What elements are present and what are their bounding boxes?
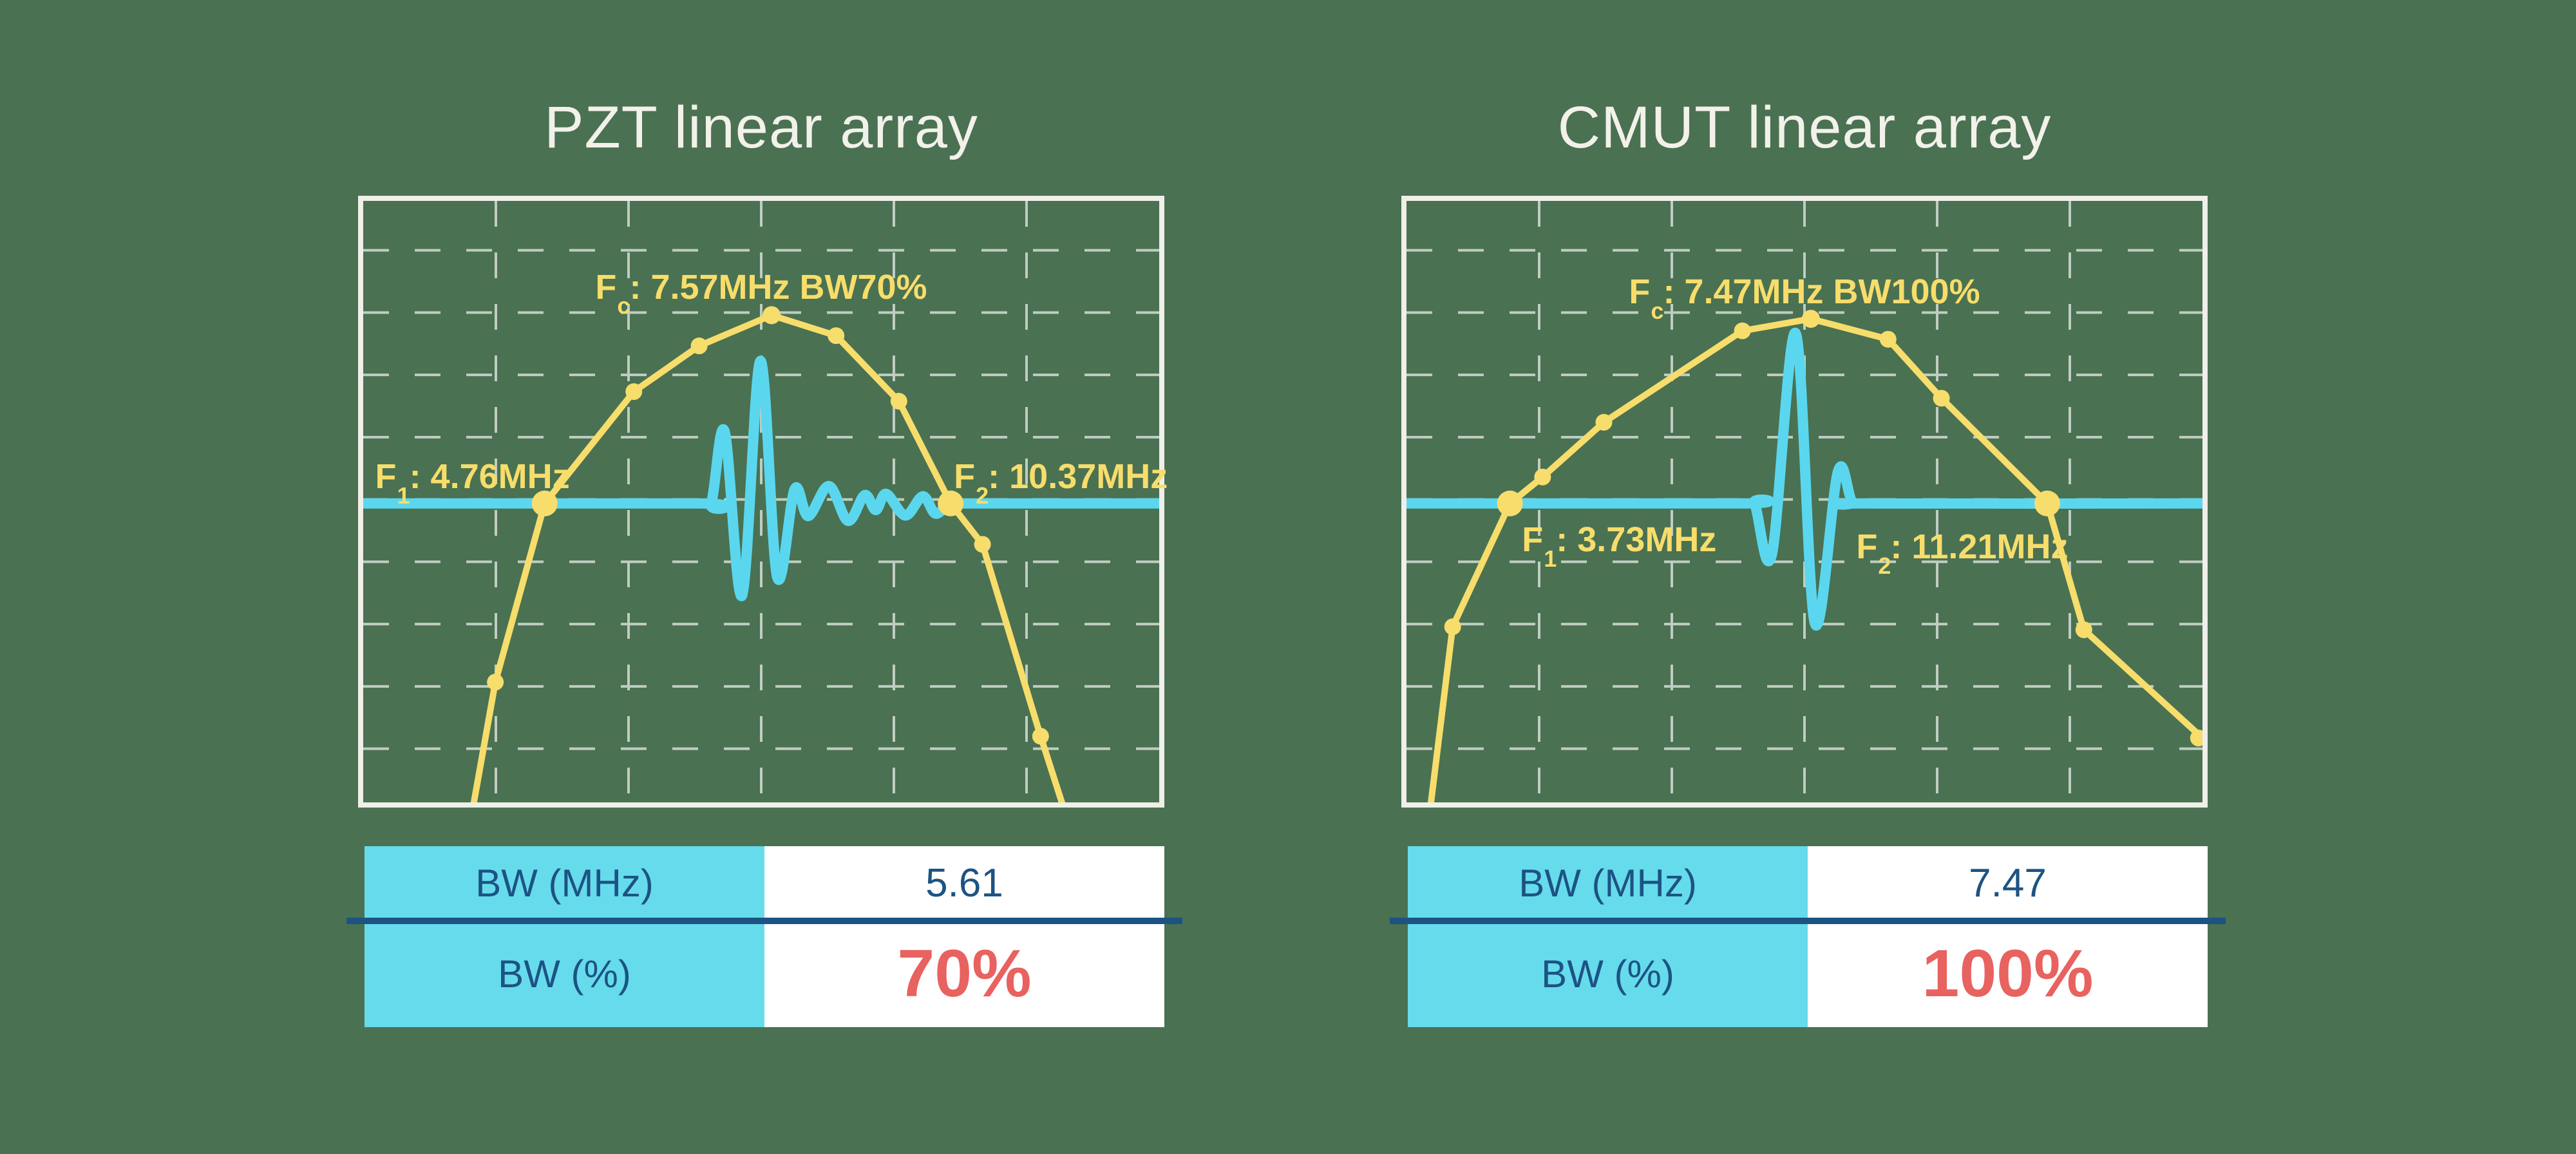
pzt-f2-annotation: F2: 10.37MHz [954, 457, 1168, 507]
curve-marker [938, 490, 964, 516]
f1-subscript: 1 [1544, 545, 1557, 572]
fc-prefix: F [1629, 272, 1651, 312]
curve-marker [1879, 330, 1897, 348]
bw-pct-label: BW (%) [498, 952, 631, 996]
pzt-bw-pct-value-cell: 70% [764, 920, 1164, 1027]
fc-subscript: c [1651, 297, 1664, 324]
pzt-bw-mhz-label-cell: BW (MHz) [365, 846, 764, 920]
f2-prefix: F [954, 457, 976, 496]
fc-value: : 7.47MHz BW100% [1663, 272, 1980, 312]
curve-marker [1801, 310, 1820, 328]
pzt-f1-annotation: F1: 4.76MHz [375, 457, 570, 507]
cmut-bw-table: BW (MHz) 7.47 BW (%) 100% [1390, 846, 2226, 1027]
f1-prefix: F [1522, 520, 1544, 559]
curve-marker [2190, 730, 2202, 747]
f1-value: : 3.73MHz [1556, 520, 1717, 559]
cmut-bw-mhz-value-cell: 7.47 [1808, 846, 2208, 920]
table-divider [1390, 918, 2226, 924]
f2-value: : 10.37MHz [988, 457, 1168, 496]
bandwidth-curve [1428, 316, 2202, 802]
cmut-f2-annotation: F2: 11.21MHz [1856, 527, 2069, 577]
table-row: BW (%) 70% [365, 920, 1164, 1027]
table-row: BW (MHz) 7.47 [1408, 846, 2208, 920]
curve-marker [1933, 390, 1950, 407]
pzt-bw-mhz-value-cell: 5.61 [764, 846, 1164, 920]
bw-mhz-value: 5.61 [925, 861, 1003, 905]
curve-marker [1032, 728, 1049, 745]
bw-mhz-label: BW (MHz) [475, 862, 654, 905]
curve-marker [1734, 322, 1751, 339]
bw-pct-label: BW (%) [1541, 952, 1674, 996]
pzt-spectrum-chart: Fc: 7.57MHz BW70% F1: 4.76MHz F2: 10.37M… [358, 196, 1168, 808]
cmut-f1-annotation: F1: 3.73MHz [1522, 520, 1717, 570]
fc-prefix: F [595, 267, 617, 307]
bw-mhz-label: BW (MHz) [1519, 862, 1697, 905]
table-divider [346, 918, 1182, 924]
bandwidth-curve [470, 312, 1066, 802]
f2-prefix: F [1856, 527, 1878, 567]
cmut-panel-title: CMUT linear array [1557, 95, 2052, 160]
curve-marker [531, 490, 558, 516]
curve-marker [762, 306, 781, 325]
f2-subscript: 2 [976, 482, 989, 509]
curve-marker [487, 674, 504, 691]
curve-marker [625, 383, 643, 401]
curve-marker [828, 327, 845, 345]
f1-prefix: F [375, 457, 397, 496]
curve-marker [690, 337, 708, 355]
cmut-bw-mhz-label-cell: BW (MHz) [1408, 846, 1808, 920]
table-row: BW (%) 100% [1408, 920, 2208, 1027]
f2-subscript: 2 [1878, 552, 1891, 579]
table-row: BW (MHz) 5.61 [365, 846, 1164, 920]
curve-marker [974, 536, 991, 553]
f1-value: : 4.76MHz [409, 457, 570, 496]
cmut-chart-plot [1406, 201, 2202, 802]
pzt-chart-plot [363, 201, 1159, 802]
cmut-bw-pct-value-cell: 100% [1808, 920, 2208, 1027]
bw-pct-value: 70% [897, 936, 1032, 1011]
cmut-spectrum-chart: Fc: 7.47MHz BW100% F1: 3.73MHz F2: 11.21… [1401, 196, 2208, 808]
f1-subscript: 1 [397, 482, 410, 509]
bw-mhz-value: 7.47 [1969, 861, 2047, 905]
curve-marker [890, 393, 907, 410]
curve-marker [2075, 621, 2092, 638]
curve-marker [1534, 468, 1551, 486]
curve-marker [1595, 413, 1613, 431]
pzt-bw-table: BW (MHz) 5.61 BW (%) 70% [346, 846, 1182, 1027]
pzt-fc-annotation: Fc: 7.57MHz BW70% [595, 267, 927, 317]
pzt-bw-pct-label-cell: BW (%) [365, 920, 764, 1027]
curve-marker [1497, 490, 1523, 516]
pzt-panel-title: PZT linear array [544, 95, 978, 160]
bw-pct-value: 100% [1922, 936, 2094, 1011]
cmut-fc-annotation: Fc: 7.47MHz BW100% [1629, 272, 1980, 322]
pulse-waveform [1406, 328, 2202, 631]
f2-value: : 11.21MHz [1890, 527, 2069, 567]
cmut-bw-pct-label-cell: BW (%) [1408, 920, 1808, 1027]
fc-subscript: c [617, 292, 630, 319]
fc-value: : 7.57MHz BW70% [629, 267, 927, 307]
curve-marker [2034, 490, 2060, 516]
curve-marker [1444, 618, 1461, 636]
pulse-waveform [363, 355, 1159, 601]
